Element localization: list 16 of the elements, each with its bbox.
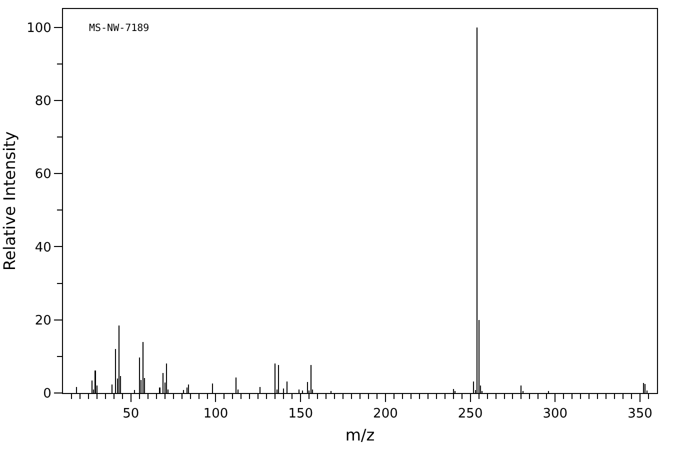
y-tick-label: 40 (34, 240, 52, 256)
x-tick-label: 300 (542, 406, 568, 422)
x-tick-label: 150 (288, 406, 314, 422)
y-tick-label: 100 (26, 20, 52, 36)
y-tick-label: 0 (43, 386, 52, 402)
y-axis-title: Relative Intensity (0, 131, 19, 271)
x-tick-label: 200 (373, 406, 398, 422)
x-tick-label: 50 (122, 406, 140, 422)
annotation: MS-NW-7189 (89, 23, 150, 34)
y-tick-label: 60 (34, 167, 52, 182)
y-tick-label: 80 (34, 94, 52, 109)
x-tick-label: 250 (458, 406, 483, 422)
x-axis-title: m/z (345, 425, 375, 444)
y-tick-label: 20 (34, 313, 52, 328)
x-tick-label: 350 (628, 406, 652, 422)
x-tick-label: 100 (203, 406, 228, 422)
